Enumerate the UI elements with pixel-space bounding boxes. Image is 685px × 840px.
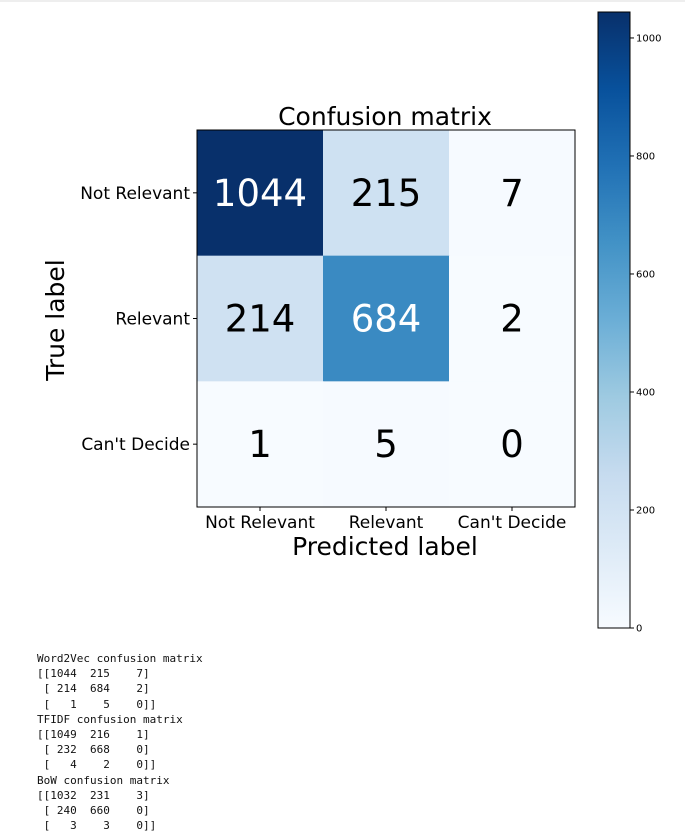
colorbar-tick-label: 600 — [636, 269, 655, 280]
cell-value-label: 0 — [500, 423, 524, 466]
colorbar-tick-label: 0 — [636, 624, 642, 635]
colorbar-tick-label: 1000 — [636, 33, 661, 44]
x-tick-label: Can't Decide — [458, 513, 567, 533]
cell-value-label: 215 — [351, 172, 422, 215]
heatmap-cell — [197, 255, 324, 382]
cell-value-label: 2 — [500, 298, 524, 341]
x-axis-ticks: Not Relevant Relevant Can't Decide — [205, 507, 566, 533]
heatmap-cell — [197, 381, 324, 508]
console-output: Word2Vec confusion matrix [[1044 215 7] … — [37, 651, 203, 833]
chart-title: Confusion matrix — [278, 102, 492, 131]
cell-value-label: 1044 — [213, 172, 307, 215]
x-axis-label: Predicted label — [292, 532, 478, 561]
x-tick-label: Not Relevant — [205, 513, 315, 533]
cell-value-label: 684 — [351, 298, 422, 341]
y-tick-label: Relevant — [115, 310, 190, 330]
console-line: [ 240 660 0] — [37, 804, 150, 818]
console-line: [ 232 668 0] — [37, 743, 150, 757]
heatmap-cell — [197, 130, 324, 257]
x-tick-label: Relevant — [349, 513, 424, 533]
colorbar-tick-label: 400 — [636, 387, 655, 398]
cell-value-label: 1 — [248, 423, 272, 466]
console-line: [[1049 216 1] — [37, 728, 150, 742]
heatmap-cell — [449, 255, 576, 382]
console-line: Word2Vec confusion matrix — [37, 652, 203, 665]
console-line: [ 214 684 2] — [37, 682, 150, 696]
y-axis-label: True label — [41, 259, 70, 382]
cell-value-label: 7 — [500, 172, 524, 215]
heatmap-cell — [449, 381, 576, 508]
colorbar — [597, 11, 631, 629]
heatmap-cell — [449, 130, 576, 257]
console-line: [ 4 2 0]] — [37, 758, 157, 772]
console-line: BoW confusion matrix — [37, 773, 170, 787]
console-line: [[1044 215 7] — [37, 667, 150, 681]
console-line: TFIDF confusion matrix — [37, 712, 183, 726]
y-axis-ticks: Not Relevant Relevant Can't Decide — [80, 184, 197, 455]
top-border — [0, 0, 685, 2]
cell-value-label: 5 — [374, 423, 398, 466]
y-tick-label: Not Relevant — [80, 184, 190, 204]
colorbar-ticks: 0 200 400 600 800 1000 — [630, 33, 661, 635]
console-line: [ 1 5 0]] — [37, 697, 157, 711]
colorbar-tick-label: 800 — [636, 151, 655, 162]
colorbar-tick-label: 200 — [636, 505, 655, 516]
heatmap-cell — [323, 130, 450, 257]
heatmap-cells — [197, 130, 576, 508]
console-line: [ 3 3 0]] — [37, 819, 157, 833]
y-tick-label: Can't Decide — [81, 435, 190, 455]
console-line: [[1032 231 3] — [37, 788, 150, 802]
cell-value-label: 214 — [225, 298, 296, 341]
heatmap-cell — [323, 381, 450, 508]
heatmap-cell — [323, 255, 450, 382]
